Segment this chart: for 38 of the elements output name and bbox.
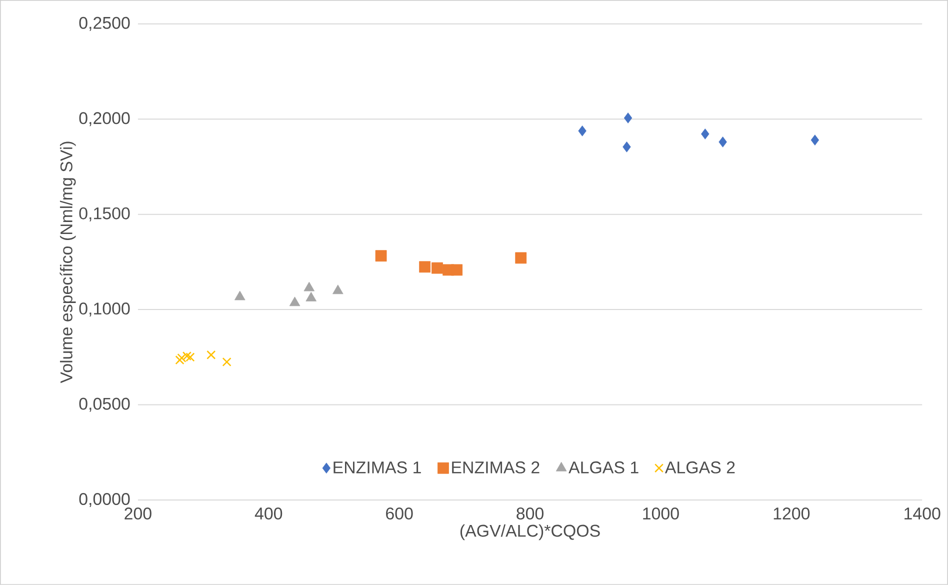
y-tick-label: 0,0500 [79, 398, 130, 412]
point [375, 250, 387, 262]
point [222, 357, 232, 367]
x-tick-label: 400 [254, 508, 282, 520]
x-axis-title: (AGV/ALC)*CQOS [460, 524, 600, 540]
point [306, 292, 317, 302]
x-tick-label: 1200 [774, 508, 810, 520]
point [451, 264, 463, 276]
legend-label: ENZIMAS 2 [452, 461, 540, 474]
point [578, 126, 586, 136]
x-tick-label: 800 [516, 508, 544, 520]
point [432, 262, 443, 274]
y-tick-label: 0,0000 [79, 493, 130, 508]
point [304, 282, 315, 292]
y-tick-label: 0,1000 [79, 302, 130, 317]
point [515, 252, 527, 264]
y-tick-label: 0,1500 [79, 207, 130, 222]
y-tick-label: 0,2500 [79, 16, 130, 31]
point [810, 134, 820, 146]
point [332, 284, 344, 294]
point [289, 296, 300, 306]
y-axis-title: Volume específico (Nml/mg SVi) [60, 142, 76, 384]
point [234, 290, 246, 300]
point [624, 112, 632, 124]
y-tick-label: 0,2000 [79, 112, 130, 126]
point [718, 136, 727, 148]
x-tick-label: 1000 [643, 508, 679, 520]
x-tick-label: 1400 [904, 508, 940, 520]
x-tick-label: 600 [386, 508, 413, 520]
point [622, 142, 631, 152]
point [419, 261, 431, 273]
point [175, 356, 184, 365]
point [206, 350, 216, 360]
legend-label: ALGAS 2 [664, 461, 735, 474]
x-tick-label: 200 [124, 508, 152, 520]
legend-label: ALGAS 1 [568, 461, 638, 474]
legend-label: ENZIMAS 1 [334, 461, 421, 474]
point [701, 128, 710, 140]
